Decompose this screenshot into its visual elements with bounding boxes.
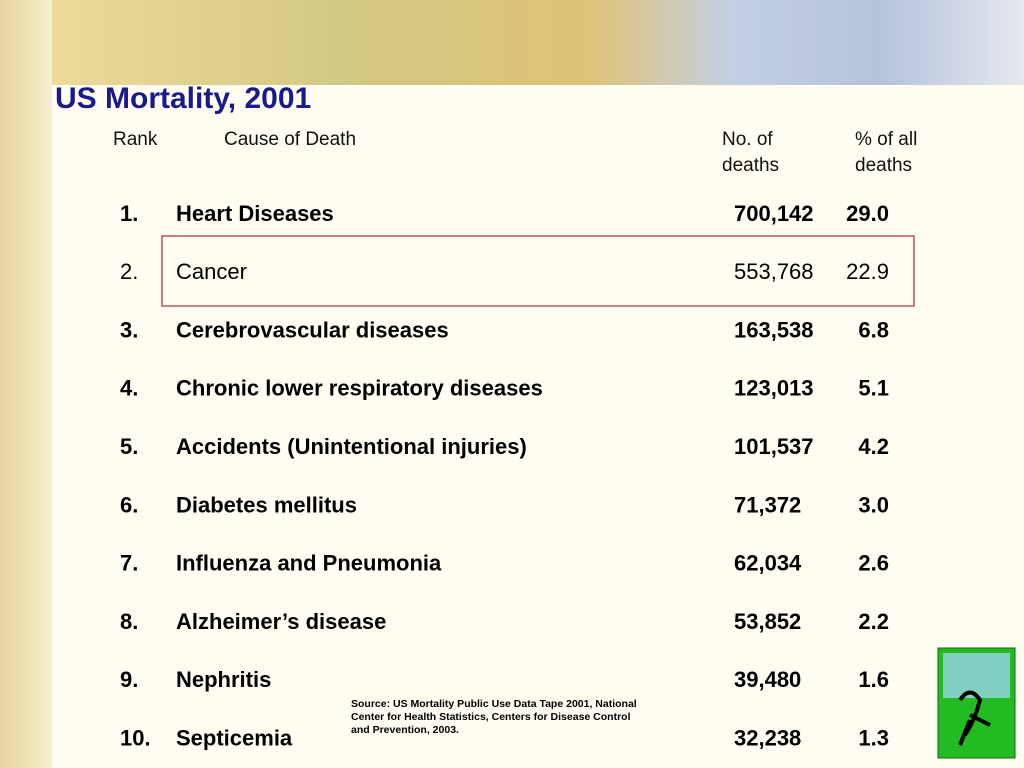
rank: 3. bbox=[120, 317, 138, 342]
deaths: 101,537 bbox=[734, 434, 814, 459]
cause: Alzheimer’s disease bbox=[176, 609, 386, 634]
deaths: 62,034 bbox=[734, 551, 802, 576]
logo bbox=[937, 647, 1016, 759]
percent: 29.0 bbox=[846, 201, 889, 226]
column-header: deaths bbox=[855, 155, 912, 176]
logo-figure bbox=[958, 690, 991, 746]
deaths: 32,238 bbox=[734, 726, 801, 751]
percent: 4.2 bbox=[858, 434, 889, 459]
cause: Cerebrovascular diseases bbox=[176, 317, 449, 342]
cause: Chronic lower respiratory diseases bbox=[176, 376, 543, 401]
cause: Septicemia bbox=[176, 726, 293, 751]
source-line: Source: US Mortality Public Use Data Tap… bbox=[351, 698, 637, 710]
rank: 2. bbox=[120, 259, 138, 284]
percent: 5.1 bbox=[858, 376, 889, 401]
highlight-box bbox=[161, 235, 915, 307]
column-header: Rank bbox=[113, 129, 158, 150]
rank: 5. bbox=[120, 434, 138, 459]
rank: 6. bbox=[120, 492, 138, 517]
percent: 2.6 bbox=[858, 551, 889, 576]
texture-strip bbox=[0, 0, 52, 768]
column-header: Cause of Death bbox=[224, 129, 356, 150]
source-line: and Prevention, 2003. bbox=[351, 724, 459, 736]
cause: Heart Diseases bbox=[176, 201, 334, 226]
deaths: 53,852 bbox=[734, 609, 801, 634]
percent: 1.3 bbox=[858, 726, 889, 751]
title: US Mortality, 2001 bbox=[55, 82, 311, 115]
source-line: Center for Health Statistics, Centers fo… bbox=[351, 711, 631, 723]
cause: Cancer bbox=[176, 259, 247, 284]
deaths: 163,538 bbox=[734, 317, 814, 342]
percent: 2.2 bbox=[858, 609, 889, 634]
rank: 4. bbox=[120, 376, 138, 401]
percent: 22.9 bbox=[846, 259, 889, 284]
rank: 10. bbox=[120, 726, 151, 751]
banner bbox=[52, 0, 1024, 85]
source-note: Source: US Mortality Public Use Data Tap… bbox=[351, 698, 637, 736]
column-header: deaths bbox=[722, 155, 779, 176]
deaths: 71,372 bbox=[734, 492, 801, 517]
percent: 3.0 bbox=[858, 492, 889, 517]
cause: Influenza and Pneumonia bbox=[176, 551, 442, 576]
deaths: 700,142 bbox=[734, 201, 814, 226]
rank: 9. bbox=[120, 667, 138, 692]
banner-fade bbox=[52, 85, 1024, 125]
rank: 7. bbox=[120, 551, 138, 576]
rank: 1. bbox=[120, 201, 138, 226]
deaths: 39,480 bbox=[734, 667, 801, 692]
cause: Diabetes mellitus bbox=[176, 492, 357, 517]
logo-sky bbox=[943, 653, 1010, 698]
column-header: % of all bbox=[855, 129, 917, 150]
deaths: 553,768 bbox=[734, 259, 814, 284]
percent: 6.8 bbox=[858, 317, 889, 342]
deaths: 123,013 bbox=[734, 376, 814, 401]
column-header: No. of bbox=[722, 129, 773, 150]
rank: 8. bbox=[120, 609, 138, 634]
table: Rank Cause of Death No. of deaths % of all de… bbox=[113, 129, 917, 750]
cause: Accidents (Unintentional injuries) bbox=[176, 434, 527, 459]
cause: Nephritis bbox=[176, 667, 271, 692]
percent: 1.6 bbox=[858, 667, 889, 692]
